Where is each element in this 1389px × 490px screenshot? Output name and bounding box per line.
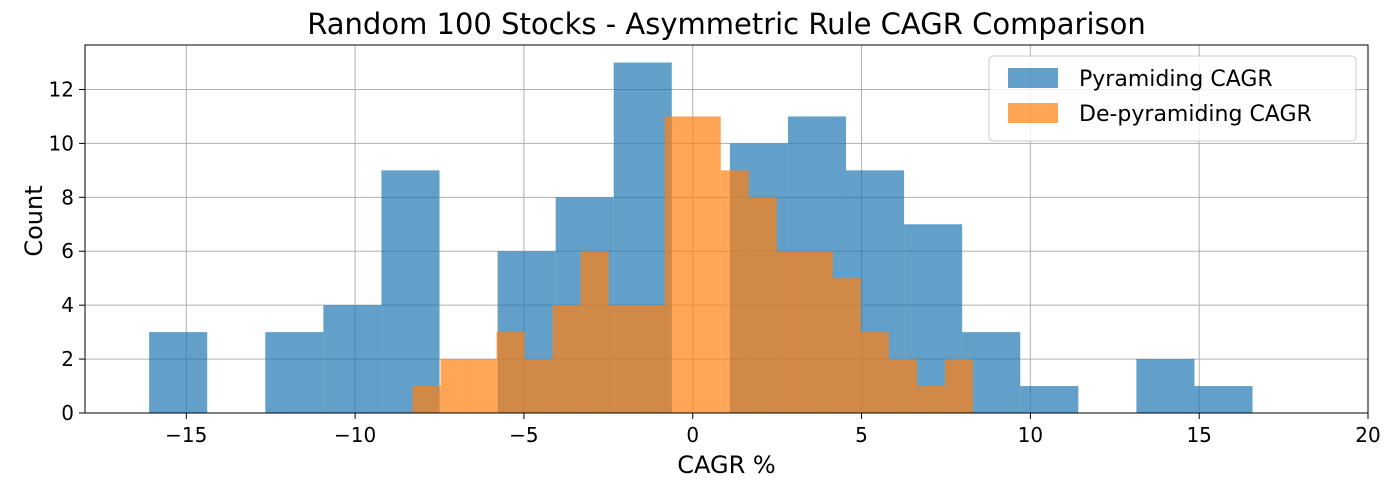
series-2-bars	[412, 116, 973, 413]
y-tick-label: 12	[49, 77, 74, 101]
histogram-bar	[636, 305, 665, 413]
x-tick-label: 10	[1018, 423, 1043, 447]
y-tick-label: 0	[61, 401, 74, 425]
histogram-bar	[1136, 359, 1195, 413]
y-axis-label: Count	[20, 185, 48, 256]
y-tick-label: 2	[61, 347, 74, 371]
histogram-bar	[776, 251, 805, 413]
x-axis-label: CAGR %	[677, 451, 775, 479]
y-tick-label: 8	[61, 185, 74, 209]
histogram-bar	[265, 332, 324, 413]
histogram-bar	[1020, 386, 1079, 413]
legend-swatch	[1008, 103, 1058, 123]
x-tick-label: 5	[855, 423, 868, 447]
plot-frame	[84, 44, 1369, 414]
histogram-bar	[412, 386, 441, 413]
legend-label: Pyramiding CAGR	[1079, 67, 1273, 92]
histogram-bar	[832, 278, 861, 413]
legend-label: De-pyramiding CAGR	[1079, 102, 1312, 127]
y-tick-label: 4	[61, 293, 74, 317]
legend: Pyramiding CAGR De-pyramiding CAGR	[988, 55, 1357, 142]
x-tick-label: −10	[334, 423, 376, 447]
histogram-bar	[664, 116, 693, 413]
x-tick-label: −5	[509, 423, 538, 447]
y-axis-ticks: 0 2 4 6 8 10 12	[49, 77, 85, 425]
histogram-bar	[468, 359, 497, 413]
histogram-bar	[323, 305, 382, 413]
histogram-bar	[692, 116, 721, 413]
histogram-bar	[381, 170, 440, 413]
histogram-bar	[720, 170, 749, 413]
histogram-bar	[496, 332, 525, 413]
y-tick-label: 10	[49, 131, 74, 155]
histogram-bar	[608, 305, 637, 413]
histogram-bar	[149, 332, 208, 413]
legend-swatch	[1008, 68, 1058, 88]
x-tick-label: 15	[1186, 423, 1211, 447]
histogram-bar	[860, 332, 889, 413]
histogram-bar	[916, 386, 945, 413]
histogram-bar	[524, 359, 553, 413]
x-tick-label: 0	[686, 423, 699, 447]
bars	[149, 62, 1253, 414]
histogram-bar	[440, 359, 469, 413]
y-tick-label: 6	[61, 239, 74, 263]
histogram-bar	[944, 359, 973, 413]
legend-box	[988, 55, 1357, 142]
x-tick-label: 20	[1355, 423, 1380, 447]
x-tick-label: −15	[165, 423, 207, 447]
x-axis-ticks: −15 −10 −5 0 5 10 15 20	[165, 413, 1381, 447]
histogram-bar	[888, 359, 917, 413]
histogram-bar	[552, 305, 581, 413]
histogram-bar	[1194, 386, 1253, 413]
histogram-bar	[748, 197, 777, 413]
histogram-bar	[580, 251, 609, 413]
histogram-bar	[804, 251, 833, 413]
chart-title: Random 100 Stocks - Asymmetric Rule CAGR…	[307, 7, 1145, 41]
